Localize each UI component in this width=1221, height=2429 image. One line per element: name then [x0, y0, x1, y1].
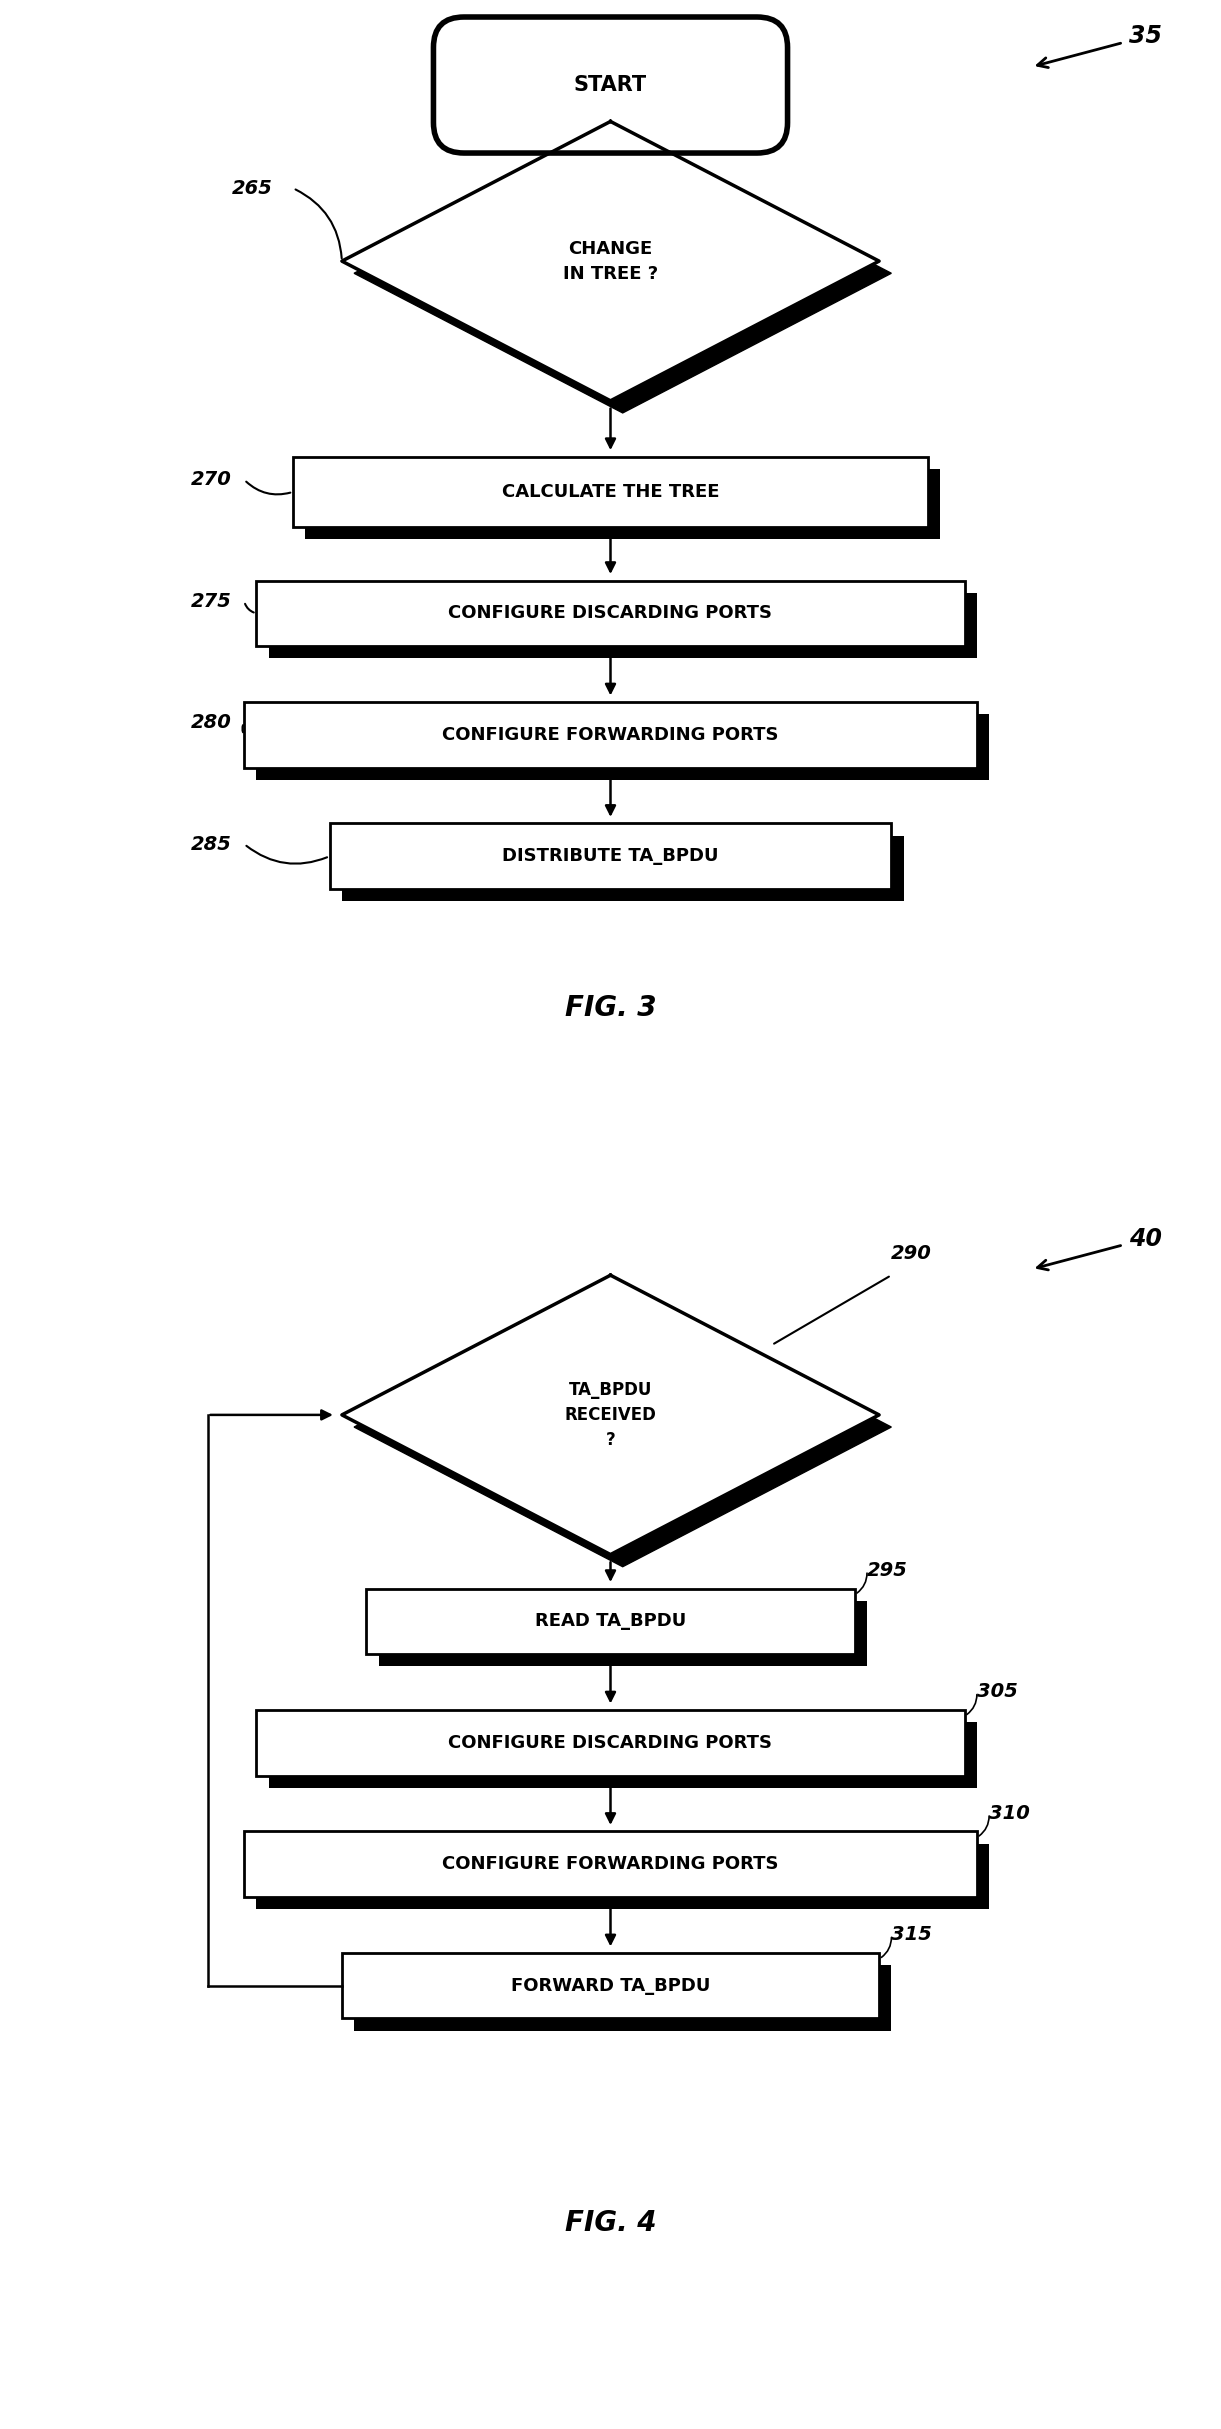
FancyBboxPatch shape	[269, 593, 977, 658]
Text: CONFIGURE FORWARDING PORTS: CONFIGURE FORWARDING PORTS	[442, 1856, 779, 1873]
Text: 40: 40	[1129, 1227, 1162, 1251]
FancyBboxPatch shape	[330, 823, 891, 889]
Text: 35: 35	[1129, 24, 1162, 49]
FancyBboxPatch shape	[379, 1601, 867, 1666]
Text: 275: 275	[192, 593, 232, 610]
Text: CONFIGURE DISCARDING PORTS: CONFIGURE DISCARDING PORTS	[448, 1734, 773, 1751]
Text: 265: 265	[232, 180, 272, 197]
FancyBboxPatch shape	[342, 836, 904, 901]
Polygon shape	[354, 134, 891, 413]
Text: 280: 280	[192, 714, 232, 731]
FancyBboxPatch shape	[433, 17, 788, 153]
Text: 270: 270	[192, 471, 232, 488]
Text: CONFIGURE FORWARDING PORTS: CONFIGURE FORWARDING PORTS	[442, 726, 779, 743]
FancyBboxPatch shape	[256, 1710, 965, 1776]
FancyBboxPatch shape	[256, 581, 965, 646]
FancyBboxPatch shape	[256, 1844, 989, 1909]
Text: FIG. 3: FIG. 3	[565, 993, 656, 1023]
Polygon shape	[342, 121, 879, 401]
Text: 310: 310	[989, 1805, 1029, 1822]
Text: CHANGE
IN TREE ?: CHANGE IN TREE ?	[563, 240, 658, 282]
FancyBboxPatch shape	[305, 469, 940, 539]
FancyBboxPatch shape	[244, 702, 977, 768]
Text: 290: 290	[891, 1244, 932, 1263]
Text: 295: 295	[867, 1562, 907, 1579]
FancyBboxPatch shape	[354, 1965, 891, 2031]
Text: 315: 315	[891, 1926, 932, 1943]
Text: CONFIGURE DISCARDING PORTS: CONFIGURE DISCARDING PORTS	[448, 605, 773, 622]
Text: FORWARD TA_BPDU: FORWARD TA_BPDU	[510, 1977, 711, 1994]
FancyBboxPatch shape	[256, 714, 989, 780]
Text: 305: 305	[977, 1683, 1017, 1700]
FancyBboxPatch shape	[269, 1722, 977, 1788]
FancyBboxPatch shape	[244, 1831, 977, 1897]
FancyBboxPatch shape	[366, 1589, 855, 1654]
Text: START: START	[574, 75, 647, 95]
Text: 285: 285	[192, 836, 232, 853]
FancyBboxPatch shape	[342, 1953, 879, 2018]
Text: FIG. 4: FIG. 4	[565, 2208, 656, 2237]
Text: TA_BPDU
RECEIVED
?: TA_BPDU RECEIVED ?	[564, 1382, 657, 1448]
Text: DISTRIBUTE TA_BPDU: DISTRIBUTE TA_BPDU	[502, 848, 719, 865]
Text: READ TA_BPDU: READ TA_BPDU	[535, 1613, 686, 1630]
Polygon shape	[342, 1275, 879, 1555]
FancyBboxPatch shape	[293, 457, 928, 527]
Text: CALCULATE THE TREE: CALCULATE THE TREE	[502, 483, 719, 500]
Polygon shape	[354, 1287, 891, 1567]
